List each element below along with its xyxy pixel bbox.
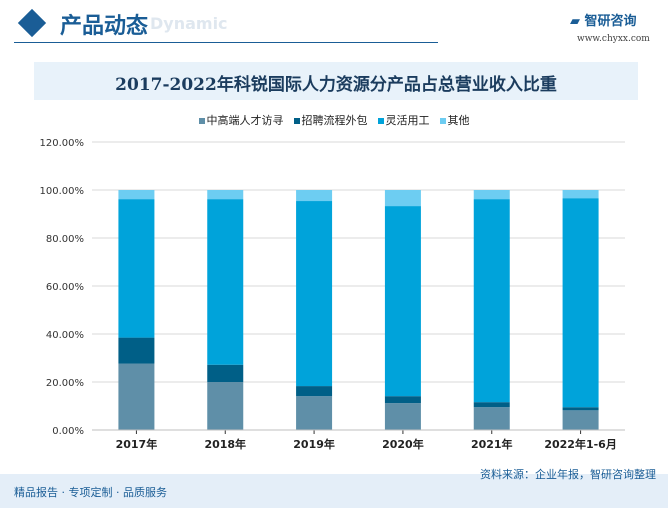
legend-swatch: [439, 118, 446, 124]
chart-title: 2017-2022年科锐国际人力资源分产品占总营业收入比重: [115, 75, 557, 95]
bar-segment: [562, 190, 599, 199]
chart-title-box: 2017-2022年科锐国际人力资源分产品占总营业收入比重: [34, 62, 638, 100]
legend: 中高端人才访寻 招聘流程外包 灵活用工 其他: [0, 112, 668, 128]
bar-segment: [118, 199, 155, 338]
y-tick-label: 100.00%: [40, 186, 85, 197]
bar-segment: [296, 396, 333, 430]
header-title: 产品动态: [60, 14, 149, 39]
header-subtitle: Dynamic: [150, 14, 228, 33]
bar-segment: [473, 199, 510, 403]
bar-segment: [118, 337, 155, 364]
bar-segment: [207, 382, 244, 430]
bar-segment: [562, 410, 599, 430]
legend-item: 招聘流程外包: [293, 114, 368, 127]
bar-segment: [118, 190, 155, 200]
bar-segment: [207, 364, 244, 382]
x-tick-label: 2022年1-6月: [544, 437, 617, 451]
bar-segment: [473, 190, 510, 200]
bar-segment: [562, 198, 599, 408]
logo-url: www.chyxx.com: [577, 34, 650, 44]
legend-swatch: [293, 118, 300, 124]
bar-segment: [118, 363, 155, 430]
bar-segment: [384, 403, 421, 430]
bar-segment: [562, 407, 599, 411]
legend-item: 灵活用工: [377, 114, 430, 127]
bar-segment: [384, 190, 421, 207]
bar-segment: [296, 190, 333, 202]
divider: [14, 42, 438, 43]
x-tick-label: 2019年: [293, 437, 335, 451]
bar-segment: [207, 199, 244, 365]
legend-swatch: [377, 118, 384, 124]
source-note: 资料来源：企业年报，智研咨询整理: [480, 468, 656, 481]
logo-icon: ▰: [570, 14, 585, 29]
bar-segment: [384, 206, 421, 397]
y-tick-label: 0.00%: [52, 426, 84, 437]
footer: 精品报告 · 专项定制 · 品质服务 资料来源：企业年报，智研咨询整理: [0, 468, 668, 508]
chart: 0.00% 20.00% 40.00% 60.00% 80.00% 100.00% 120.…: [40, 138, 625, 451]
bar-segment: [296, 201, 333, 387]
legend-label: 中高端人才访寻: [206, 114, 284, 127]
x-tick-label: 2017年: [116, 437, 158, 451]
bar-segment: [207, 190, 244, 200]
logo: ▰ 智研咨询: [570, 10, 637, 29]
legend-item: 中高端人才访寻: [198, 114, 284, 127]
bar-segment: [384, 396, 421, 404]
y-tick-label: 20.00%: [46, 378, 84, 389]
footer-tagline: 精品报告 · 专项定制 · 品质服务: [14, 486, 167, 499]
x-tick-label: 2018年: [204, 437, 246, 451]
bar-segment: [473, 407, 510, 430]
x-tick-label: 2021年: [471, 437, 513, 451]
legend-label: 其他: [447, 114, 470, 127]
y-tick-label: 60.00%: [46, 282, 84, 293]
x-tick-label: 2020年: [382, 437, 424, 451]
header: Dynamic 产品动态 ▰ 智研咨询 www.chyxx.com: [0, 0, 668, 55]
y-tick-label: 80.00%: [46, 234, 84, 245]
y-tick-label: 120.00%: [40, 138, 85, 149]
legend-swatch: [198, 118, 205, 124]
legend-label: 招聘流程外包: [301, 114, 368, 127]
y-tick-label: 40.00%: [46, 330, 84, 341]
legend-label: 灵活用工: [385, 114, 430, 127]
logo-name: 智研咨询: [584, 14, 637, 29]
bar-segment: [296, 386, 333, 397]
legend-item: 其他: [439, 114, 470, 127]
bar-segment: [473, 402, 510, 408]
